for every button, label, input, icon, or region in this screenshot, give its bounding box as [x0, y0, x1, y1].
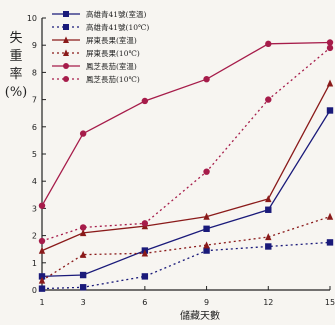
- data-point: [265, 243, 272, 250]
- series-line: [41, 215, 331, 282]
- y-axis-label-char: 重: [9, 48, 22, 64]
- data-point: [203, 241, 210, 249]
- series-line: [41, 110, 331, 278]
- y-tick-label: 8: [32, 68, 37, 77]
- data-point: [203, 212, 210, 220]
- data-point: [63, 24, 69, 30]
- legend-entry: 鳳芝長茄(10℃): [86, 74, 140, 84]
- legend-entry: 屏東長果(室溫): [86, 35, 137, 45]
- y-tick-label: 1: [32, 259, 37, 268]
- y-tick-label: 5: [32, 150, 37, 159]
- series-lines: [41, 41, 331, 290]
- legend-entry: 鳳芝長茄(室溫): [86, 61, 137, 71]
- series-line: [41, 47, 331, 242]
- data-point: [203, 247, 210, 254]
- x-tick-label: 15: [325, 298, 335, 307]
- data-point: [38, 246, 46, 254]
- y-tick-label: 2: [32, 232, 37, 241]
- data-point: [38, 285, 46, 292]
- data-point: [38, 276, 46, 284]
- data-point: [63, 36, 69, 43]
- data-point: [38, 273, 46, 280]
- legend: 高雄青41號(室溫) 高雄青41號(10℃) 屏東長果(室溫) 屏東長果(10℃) 鳳芝…: [52, 9, 149, 84]
- y-tick-label: 9: [32, 41, 37, 50]
- data-point: [79, 250, 87, 258]
- data-point: [326, 79, 334, 87]
- data-point: [141, 249, 149, 257]
- data-point: [141, 220, 149, 227]
- y-tick-label: 4: [32, 177, 37, 186]
- x-tick-label: 3: [81, 298, 86, 307]
- data-point: [326, 212, 334, 220]
- data-point: [203, 225, 210, 232]
- data-point: [79, 224, 87, 231]
- x-tick-label: 1: [39, 298, 44, 307]
- data-point: [203, 76, 210, 83]
- y-axis-label-char: 失: [9, 31, 22, 46]
- y-axis-label: 失重率 (%): [5, 31, 28, 100]
- y-axis-label-char: 率: [9, 66, 22, 82]
- x-tick-label: 12: [263, 298, 273, 307]
- y-ticks: 0 1 2 3 4 5 6 7 8 9 10: [27, 14, 46, 295]
- data-point: [79, 271, 87, 279]
- data-point: [38, 202, 46, 209]
- y-tick-label: 7: [32, 96, 37, 105]
- legend-entry: 高雄青41號(室溫): [86, 9, 146, 19]
- data-point: [63, 11, 69, 17]
- series-line: [41, 241, 331, 290]
- y-tick-label: 3: [32, 204, 37, 213]
- series-points: [38, 39, 334, 292]
- series-line: [41, 82, 331, 252]
- data-point: [63, 49, 69, 56]
- data-point: [38, 237, 46, 245]
- data-point: [79, 130, 87, 137]
- data-point: [265, 233, 272, 241]
- data-point: [326, 239, 334, 246]
- data-point: [265, 195, 272, 203]
- data-point: [63, 76, 69, 82]
- y-tick-label: 6: [32, 123, 37, 132]
- data-point: [203, 168, 210, 175]
- data-point: [141, 273, 149, 280]
- data-point: [265, 40, 272, 48]
- y-tick-label: 0: [32, 286, 37, 295]
- series-line: [41, 41, 331, 207]
- legend-entry: 屏東長果(10℃): [86, 48, 140, 58]
- data-point: [326, 107, 334, 114]
- data-point: [326, 39, 334, 46]
- data-point: [265, 206, 272, 213]
- y-axis-label-char: (%): [5, 85, 28, 100]
- x-tick-label: 6: [142, 298, 147, 307]
- data-point: [63, 63, 69, 69]
- data-point: [79, 284, 87, 291]
- axes: [41, 18, 330, 291]
- y-tick-label: 10: [27, 14, 37, 23]
- x-axis-label: 儲藏天數: [180, 309, 220, 322]
- legend-entry: 高雄青41號(10℃): [86, 22, 149, 32]
- data-point: [326, 44, 334, 52]
- data-point: [265, 96, 272, 103]
- data-point: [141, 97, 149, 105]
- data-point: [79, 229, 87, 237]
- x-tick-label: 9: [204, 298, 209, 307]
